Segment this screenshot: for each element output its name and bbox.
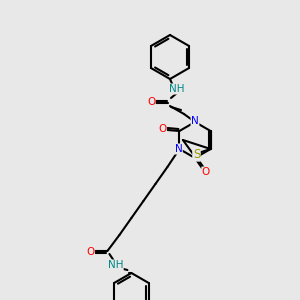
Text: NH: NH — [169, 84, 185, 94]
Text: O: O — [147, 97, 155, 107]
Text: O: O — [86, 247, 94, 257]
Text: N: N — [175, 144, 182, 154]
Text: S: S — [193, 148, 200, 161]
Text: O: O — [158, 124, 166, 134]
Text: O: O — [202, 167, 210, 177]
Text: NH: NH — [108, 260, 123, 270]
Text: N: N — [191, 116, 199, 126]
